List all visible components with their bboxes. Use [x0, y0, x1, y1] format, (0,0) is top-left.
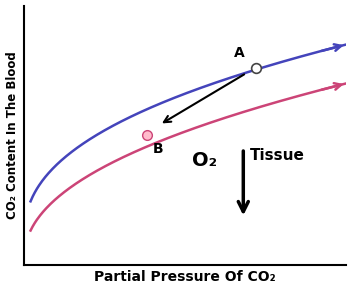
Text: O₂: O₂: [193, 151, 218, 170]
Text: A: A: [234, 46, 244, 60]
Text: Tissue: Tissue: [250, 148, 304, 164]
X-axis label: Partial Pressure Of CO₂: Partial Pressure Of CO₂: [94, 271, 276, 284]
Y-axis label: CO₂ Content In The Blood: CO₂ Content In The Blood: [6, 51, 19, 219]
Text: B: B: [153, 142, 164, 156]
